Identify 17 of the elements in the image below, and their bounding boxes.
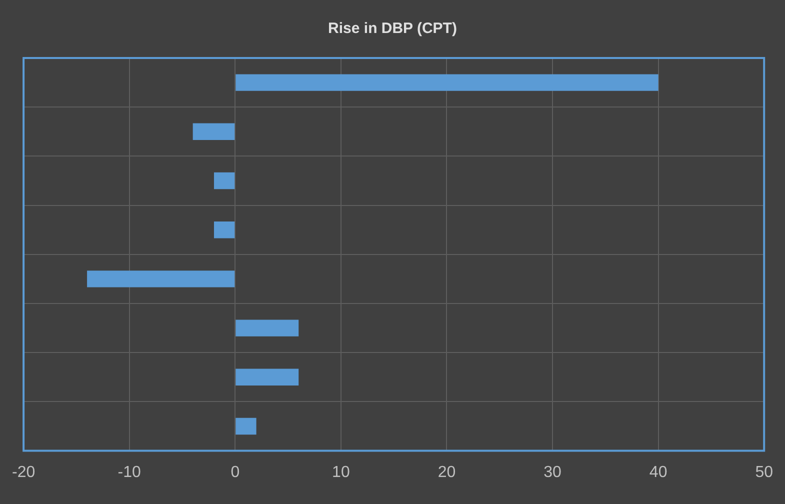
x-tick-label: 30	[544, 464, 562, 481]
bar	[236, 320, 299, 336]
bar	[87, 270, 235, 288]
x-tick-label: -20	[12, 464, 36, 481]
x-tick-label: 20	[438, 464, 456, 481]
bar	[214, 222, 235, 238]
x-tick-label: 40	[649, 464, 668, 481]
chart-title: Rise in DBP (CPT)	[328, 20, 457, 38]
x-tick-label: 50	[755, 464, 774, 481]
x-tick-label: 10	[332, 464, 350, 481]
bar	[236, 74, 658, 91]
x-tick-label: 0	[230, 464, 240, 481]
bar	[214, 172, 235, 190]
bar	[192, 123, 235, 140]
x-tick-label: -10	[118, 464, 142, 481]
bar	[236, 368, 299, 386]
bar	[236, 418, 256, 435]
